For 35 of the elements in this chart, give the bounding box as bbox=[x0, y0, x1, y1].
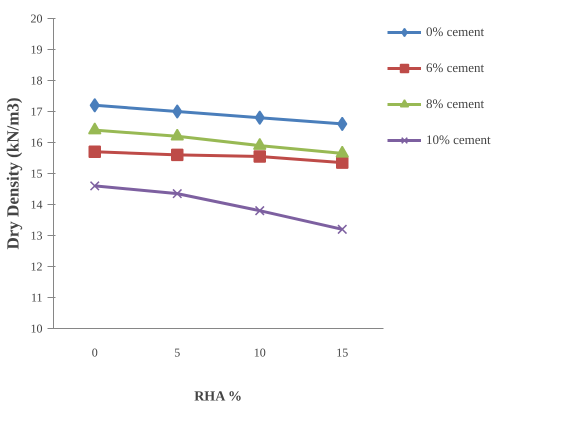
y-tick-label: 11 bbox=[30, 290, 43, 304]
y-tick-label: 13 bbox=[30, 228, 42, 242]
point bbox=[172, 104, 182, 119]
x-tick-label: 10 bbox=[254, 346, 266, 360]
y-axis-title: Dry Density (kN/m3) bbox=[4, 97, 22, 250]
point bbox=[254, 150, 266, 163]
point bbox=[171, 148, 184, 162]
y-tick-label: 12 bbox=[30, 260, 42, 274]
point bbox=[254, 110, 265, 125]
y-tick-label: 16 bbox=[30, 136, 42, 150]
y-tick-label: 19 bbox=[30, 42, 42, 56]
legend-label: 8% cement bbox=[426, 96, 484, 112]
x-tick-label: 5 bbox=[174, 346, 180, 360]
y-tick-label: 15 bbox=[30, 166, 42, 180]
legend-label: 0% cement bbox=[426, 24, 484, 40]
x-tick-label: 15 bbox=[336, 346, 348, 360]
y-tick-label: 14 bbox=[30, 198, 42, 212]
y-tick-label: 18 bbox=[30, 74, 42, 88]
legend-label: 6% cement bbox=[426, 60, 484, 76]
point bbox=[254, 206, 265, 216]
point bbox=[90, 180, 100, 191]
point bbox=[337, 224, 348, 234]
point bbox=[336, 146, 349, 158]
y-tick-label: 17 bbox=[30, 104, 42, 118]
point bbox=[172, 188, 182, 199]
x-axis-title: RHA % bbox=[194, 390, 242, 404]
legend-label: 10% cement bbox=[426, 132, 491, 148]
point bbox=[336, 156, 348, 169]
point bbox=[170, 128, 184, 141]
point bbox=[337, 116, 348, 132]
point bbox=[90, 98, 100, 113]
y-tick-label: 20 bbox=[30, 12, 42, 26]
point bbox=[88, 146, 101, 158]
y-tick-label: 10 bbox=[30, 322, 42, 336]
x-tick-label: 0 bbox=[92, 346, 98, 360]
